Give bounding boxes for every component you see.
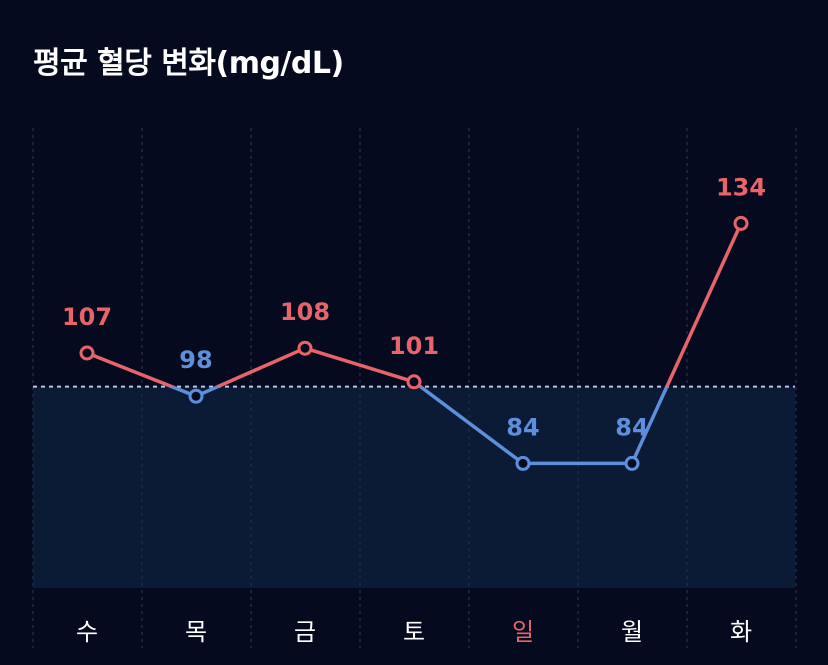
x-tick-label: 일 (512, 618, 534, 646)
data-label: 107 (62, 303, 112, 331)
data-point (297, 340, 313, 356)
data-label: 84 (615, 413, 648, 441)
data-point (733, 215, 749, 231)
data-label: 101 (389, 332, 439, 360)
x-tick-label: 목 (185, 618, 207, 646)
data-point (515, 455, 531, 471)
x-tick-label: 금 (294, 618, 316, 646)
below-threshold-zone (33, 386, 795, 588)
data-point (79, 345, 95, 361)
data-label: 134 (716, 173, 766, 201)
x-tick-label: 화 (730, 618, 752, 646)
x-tick-label: 월 (621, 618, 643, 646)
data-label: 98 (179, 346, 212, 374)
data-point (406, 374, 422, 390)
chart-title: 평균 혈당 변화(mg/dL) (33, 46, 344, 81)
data-label: 108 (280, 298, 330, 326)
data-label: 84 (506, 413, 539, 441)
data-point (188, 388, 204, 404)
x-tick-label: 수 (76, 618, 98, 646)
data-point (624, 455, 640, 471)
x-tick-label: 토 (403, 618, 425, 646)
